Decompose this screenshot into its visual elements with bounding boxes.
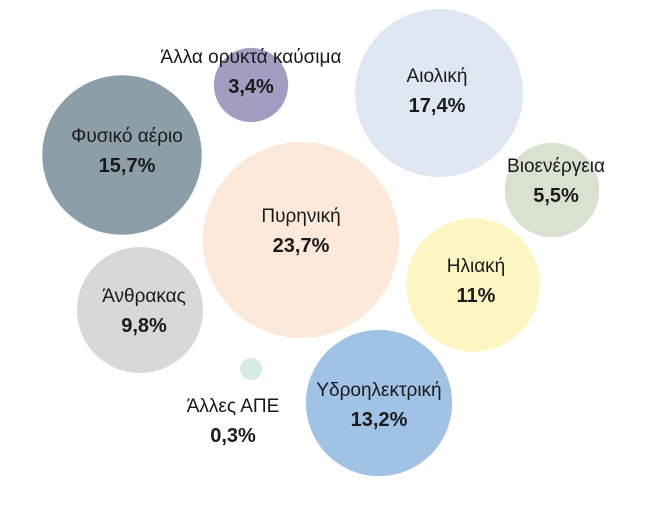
bubble-2-name-label: Φυσικό αέριο bbox=[71, 126, 183, 147]
bubble-1-value-label: 17,4% bbox=[409, 95, 466, 117]
bubble-2 bbox=[42, 75, 202, 235]
bubble-6-value-label: 5,5% bbox=[533, 185, 579, 207]
bubble-5 bbox=[76, 246, 204, 374]
bubble-1-name-label: Αιολική bbox=[407, 66, 468, 87]
bubble-5-name-label: Άνθρακας bbox=[102, 286, 186, 307]
bubble-3-value-label: 13,2% bbox=[351, 409, 408, 431]
bubble-4 bbox=[406, 218, 540, 352]
bubble-8 bbox=[239, 357, 263, 381]
bubble-2-value-label: 15,7% bbox=[99, 155, 156, 177]
bubble-8-name-label: Άλλες ΑΠΕ bbox=[187, 396, 280, 417]
bubble-5-value-label: 9,8% bbox=[121, 315, 167, 337]
bubble-layer bbox=[42, 9, 600, 477]
bubble-1 bbox=[355, 9, 523, 177]
bubble-4-name-label: Ηλιακή bbox=[447, 256, 506, 277]
bubble-3-name-label: Υδροηλεκτρική bbox=[316, 380, 441, 401]
bubble-7 bbox=[213, 47, 289, 123]
bubble-0 bbox=[203, 142, 399, 338]
bubble-6-name-label: Βιοενέργεια bbox=[507, 156, 605, 177]
bubble-3 bbox=[305, 329, 453, 477]
bubble-8-value-label: 0,3% bbox=[210, 425, 256, 447]
bubble-7-value-label: 3,4% bbox=[228, 76, 274, 98]
bubble-6 bbox=[504, 142, 600, 238]
bubble-4-value-label: 11% bbox=[457, 285, 496, 307]
bubble-0-value-label: 23,7% bbox=[273, 235, 330, 257]
bubble-0-name-label: Πυρηνική bbox=[261, 206, 340, 227]
label-layer: Πυρηνική 23,7% Αιολική 17,4% Φυσικό αέριο 15,… bbox=[71, 47, 605, 447]
bubble-7-name-label: Άλλα ορυκτά καύσιμα bbox=[161, 47, 342, 68]
